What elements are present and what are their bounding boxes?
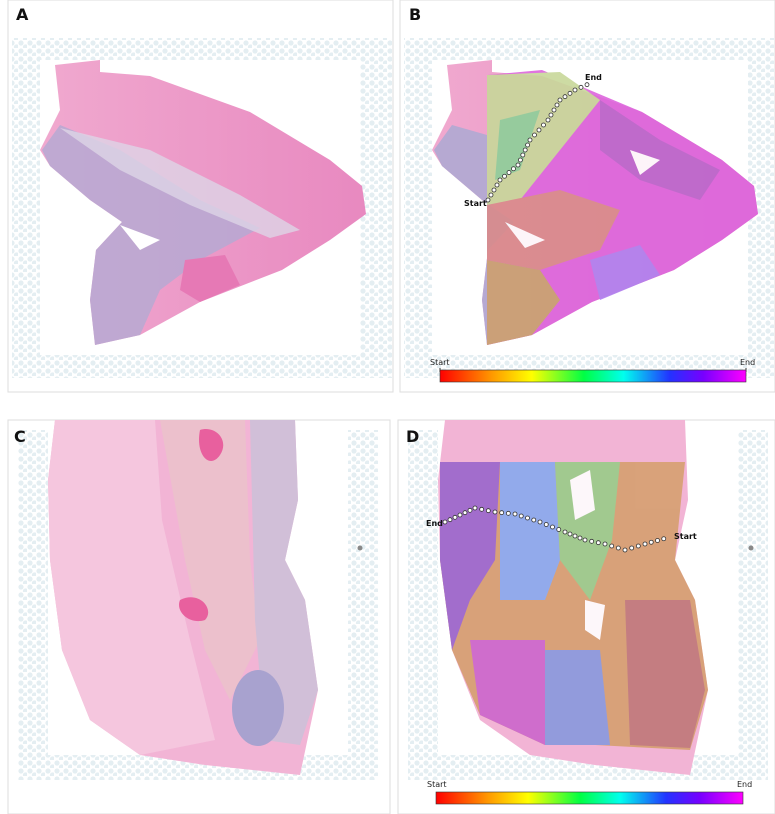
colorbar-start: Start — [427, 780, 447, 789]
colorbar-end: End — [740, 358, 755, 367]
trajectory-end: End — [585, 73, 602, 82]
trajectory-dot — [583, 538, 587, 542]
figure: A B C D Start End Start End Start End St… — [0, 0, 775, 814]
panel-label: C — [14, 427, 26, 446]
trajectory-dot — [610, 544, 614, 548]
trajectory-dot — [503, 174, 507, 178]
trajectory-dot — [448, 518, 452, 522]
trajectory-dot — [623, 548, 627, 552]
trajectory-dot — [521, 153, 525, 157]
trajectory-dot — [616, 546, 620, 550]
trajectory-dot — [506, 511, 510, 515]
trajectory-dot — [544, 523, 548, 527]
trajectory-dot — [493, 510, 497, 514]
trajectory-dot — [578, 536, 582, 540]
trajectory-dot — [551, 525, 555, 529]
trajectory-dot — [453, 515, 457, 519]
trajectory-dot — [480, 507, 484, 511]
trajectory-dot — [486, 509, 490, 513]
trajectory-dot — [498, 178, 502, 182]
trajectory-dot — [533, 133, 537, 137]
trajectory-dot — [443, 520, 447, 524]
trajectory-dot — [579, 85, 583, 89]
trajectory-dot — [557, 528, 561, 532]
trajectory-dot — [463, 511, 467, 515]
trajectory-dot — [568, 532, 572, 536]
trajectory-end: End — [426, 519, 443, 528]
trajectory-dot — [489, 193, 493, 197]
trajectory-start: Start — [464, 199, 487, 208]
trajectory-dot — [537, 128, 541, 132]
trajectory-dot — [495, 183, 499, 187]
trajectory-dot — [516, 163, 520, 167]
trajectory-dot — [563, 530, 567, 534]
trajectory-dot — [492, 188, 496, 192]
trajectory-dot — [563, 95, 567, 99]
trajectory-dot — [468, 508, 472, 512]
cluster-overlay — [440, 462, 708, 750]
colorbar — [440, 370, 746, 382]
fiducial — [358, 546, 363, 551]
trajectory-dot — [549, 113, 553, 117]
colorbar-end: End — [737, 780, 752, 789]
trajectory-dot — [519, 514, 523, 518]
trajectory-dot — [643, 542, 647, 546]
trajectory-start: Start — [674, 532, 697, 541]
trajectory-dot — [538, 520, 542, 524]
trajectory-dot — [518, 158, 522, 162]
trajectory-dot — [512, 167, 516, 171]
colorbar — [436, 792, 743, 804]
trajectory-dot — [523, 148, 527, 152]
trajectory-dot — [573, 88, 577, 92]
trajectory-dot — [500, 511, 504, 515]
trajectory-dot — [526, 516, 530, 520]
panel-label: B — [409, 5, 421, 24]
trajectory-dot — [532, 518, 536, 522]
trajectory-dot — [558, 98, 562, 102]
trajectory-dot — [473, 506, 477, 510]
trajectory-dot — [590, 539, 594, 543]
trajectory-dot — [656, 539, 660, 543]
trajectory-dot — [630, 546, 634, 550]
panel-label: A — [16, 5, 29, 24]
trajectory-dot — [507, 171, 511, 175]
trajectory-dot — [458, 513, 462, 517]
trajectory-dot — [573, 534, 577, 538]
trajectory-dot — [546, 118, 550, 122]
trajectory-dot — [526, 143, 530, 147]
trajectory-dot — [596, 541, 600, 545]
trajectory-dot — [555, 103, 559, 107]
trajectory-dot — [552, 108, 556, 112]
trajectory-dot — [603, 542, 607, 546]
trajectory-dot — [528, 138, 532, 142]
trajectory-dot — [636, 544, 640, 548]
trajectory-dot — [568, 91, 572, 95]
fiducial — [749, 546, 754, 551]
trajectory-dot — [662, 537, 666, 541]
trajectory-dot — [585, 83, 589, 87]
trajectory-dot — [649, 540, 653, 544]
colorbar-start: Start — [430, 358, 450, 367]
panel-label: D — [406, 427, 419, 446]
trajectory-dot — [542, 123, 546, 127]
trajectory-dot — [513, 512, 517, 516]
